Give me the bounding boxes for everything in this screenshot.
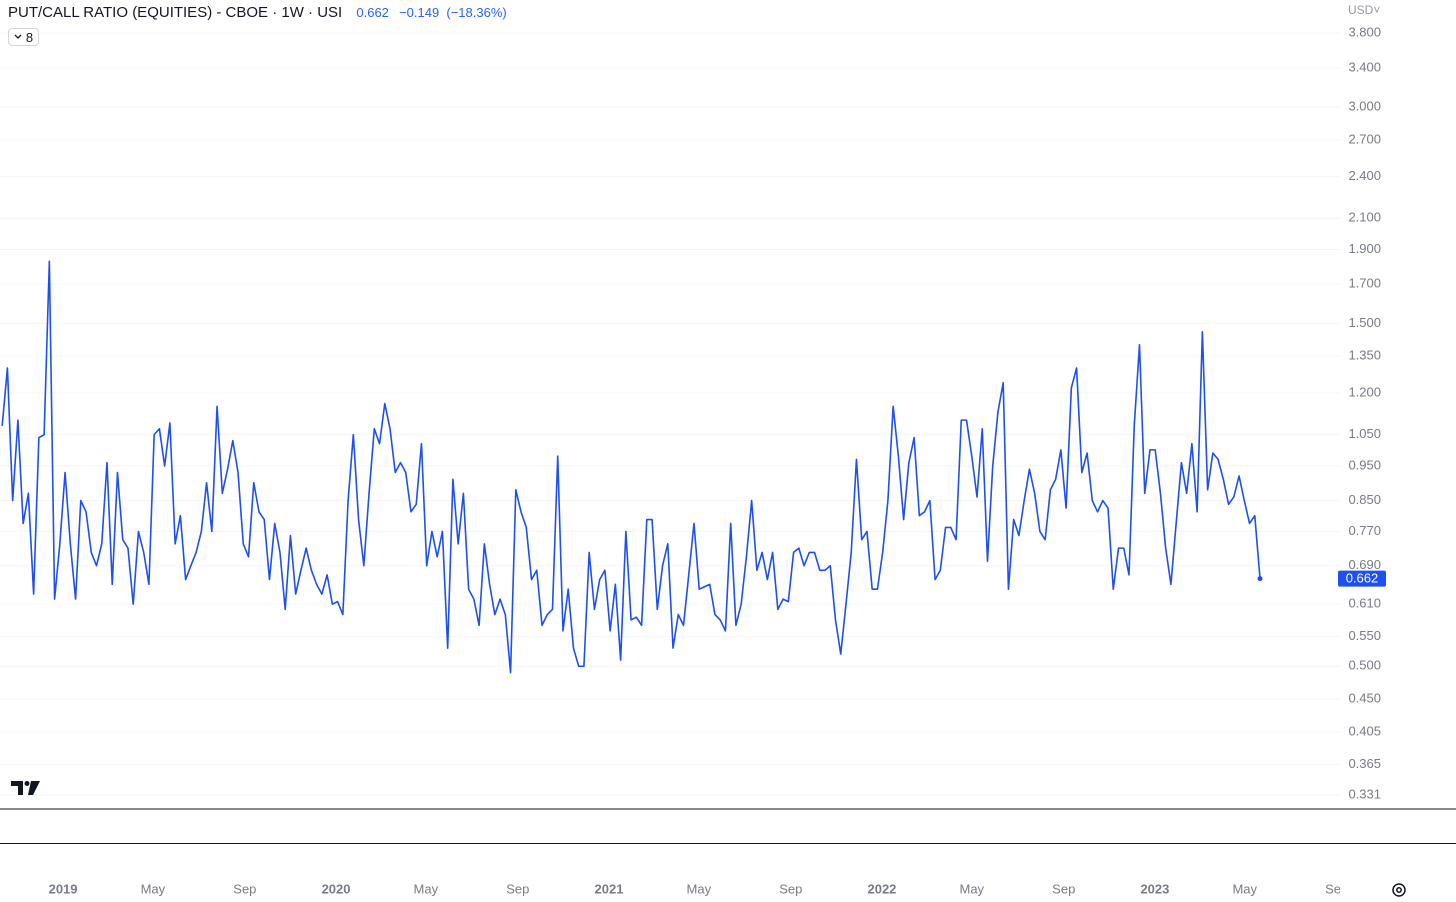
indicator-toggle[interactable]: 8 bbox=[8, 28, 39, 46]
y-tick-label: 0.950 bbox=[1348, 457, 1381, 472]
currency[interactable]: USD˅ bbox=[1348, 3, 1381, 17]
x-tick-label: May bbox=[959, 881, 984, 896]
last-value: 0.662 bbox=[356, 5, 389, 20]
x-tick-label: Sep bbox=[506, 881, 529, 896]
y-tick-label: 0.331 bbox=[1348, 786, 1381, 801]
x-tick-label: May bbox=[687, 881, 712, 896]
x-tick-label: Sep bbox=[1052, 881, 1075, 896]
y-tick-label: 2.700 bbox=[1348, 131, 1381, 146]
x-tick-label: Sep bbox=[233, 881, 256, 896]
y-tick-label: 1.050 bbox=[1348, 426, 1381, 441]
currency-label: USD bbox=[1348, 3, 1374, 17]
price-tag-label: 0.662 bbox=[1346, 571, 1379, 586]
x-tick-label: 2023 bbox=[1140, 881, 1169, 896]
x-tick-label: May bbox=[141, 881, 166, 896]
x-tick-label: May bbox=[414, 881, 439, 896]
chevron bbox=[14, 34, 22, 39]
y-tick-label: 0.550 bbox=[1348, 628, 1381, 643]
y-tick-label: 1.200 bbox=[1348, 384, 1381, 399]
y-tick-label: 2.400 bbox=[1348, 168, 1381, 183]
y-tick-label: 0.405 bbox=[1348, 723, 1381, 738]
y-tick-label: 0.450 bbox=[1348, 691, 1381, 706]
x-tick-label: 2021 bbox=[595, 881, 624, 896]
change-percent: (−18.36%) bbox=[446, 5, 507, 20]
y-tick-label: 3.000 bbox=[1348, 98, 1381, 113]
y-tick-label: 1.700 bbox=[1348, 276, 1381, 291]
y-tick-label: 3.800 bbox=[1348, 25, 1381, 40]
x-tick-label: May bbox=[1232, 881, 1257, 896]
y-tick-label: 0.500 bbox=[1348, 658, 1381, 673]
price-tag bbox=[1338, 570, 1386, 587]
x-tick-label: 2020 bbox=[322, 881, 351, 896]
y-tick-label: 0.610 bbox=[1348, 596, 1381, 611]
plot: 0.662 bbox=[1, 260, 1386, 674]
y-tick-label: 0.850 bbox=[1348, 492, 1381, 507]
x-tick-label: Sep bbox=[1325, 881, 1348, 896]
header: PUT/CALL RATIO (EQUITIES) - CBOE · 1W · … bbox=[8, 4, 507, 21]
change: −0.149 bbox=[399, 5, 440, 20]
line-series bbox=[1, 260, 1261, 674]
chart-title: PUT/CALL RATIO (EQUITIES) - CBOE · 1W · … bbox=[8, 4, 343, 21]
y-tick-label: 1.350 bbox=[1348, 348, 1381, 363]
x-tick-label: 2019 bbox=[49, 881, 78, 896]
x-axis: 2019 May Sep 2020 May Sep 2021 May Sep 2022 May Sep… bbox=[49, 881, 1348, 896]
y-tick-label: 3.400 bbox=[1348, 59, 1381, 74]
y-tick-label: 1.500 bbox=[1348, 315, 1381, 330]
last-point bbox=[1257, 576, 1263, 582]
y-tick-label: 0.365 bbox=[1348, 756, 1381, 771]
x-tick-label: Sep bbox=[779, 881, 802, 896]
logo bbox=[11, 781, 40, 795]
y-tick-label: 0.770 bbox=[1348, 523, 1381, 538]
y-tick-label: 2.100 bbox=[1348, 210, 1381, 225]
x-tick-label: 2022 bbox=[867, 881, 896, 896]
indicator-count: 8 bbox=[25, 29, 34, 45]
grid bbox=[0, 32, 1340, 796]
y-axis: 3.800 3.400 3.000 2.700 2.400 2.100 1.900 1.700… bbox=[1348, 25, 1381, 802]
settings-icon[interactable] bbox=[1392, 883, 1406, 897]
y-tick-label: 0.690 bbox=[1348, 557, 1381, 572]
y-tick-label: 1.900 bbox=[1348, 241, 1381, 256]
